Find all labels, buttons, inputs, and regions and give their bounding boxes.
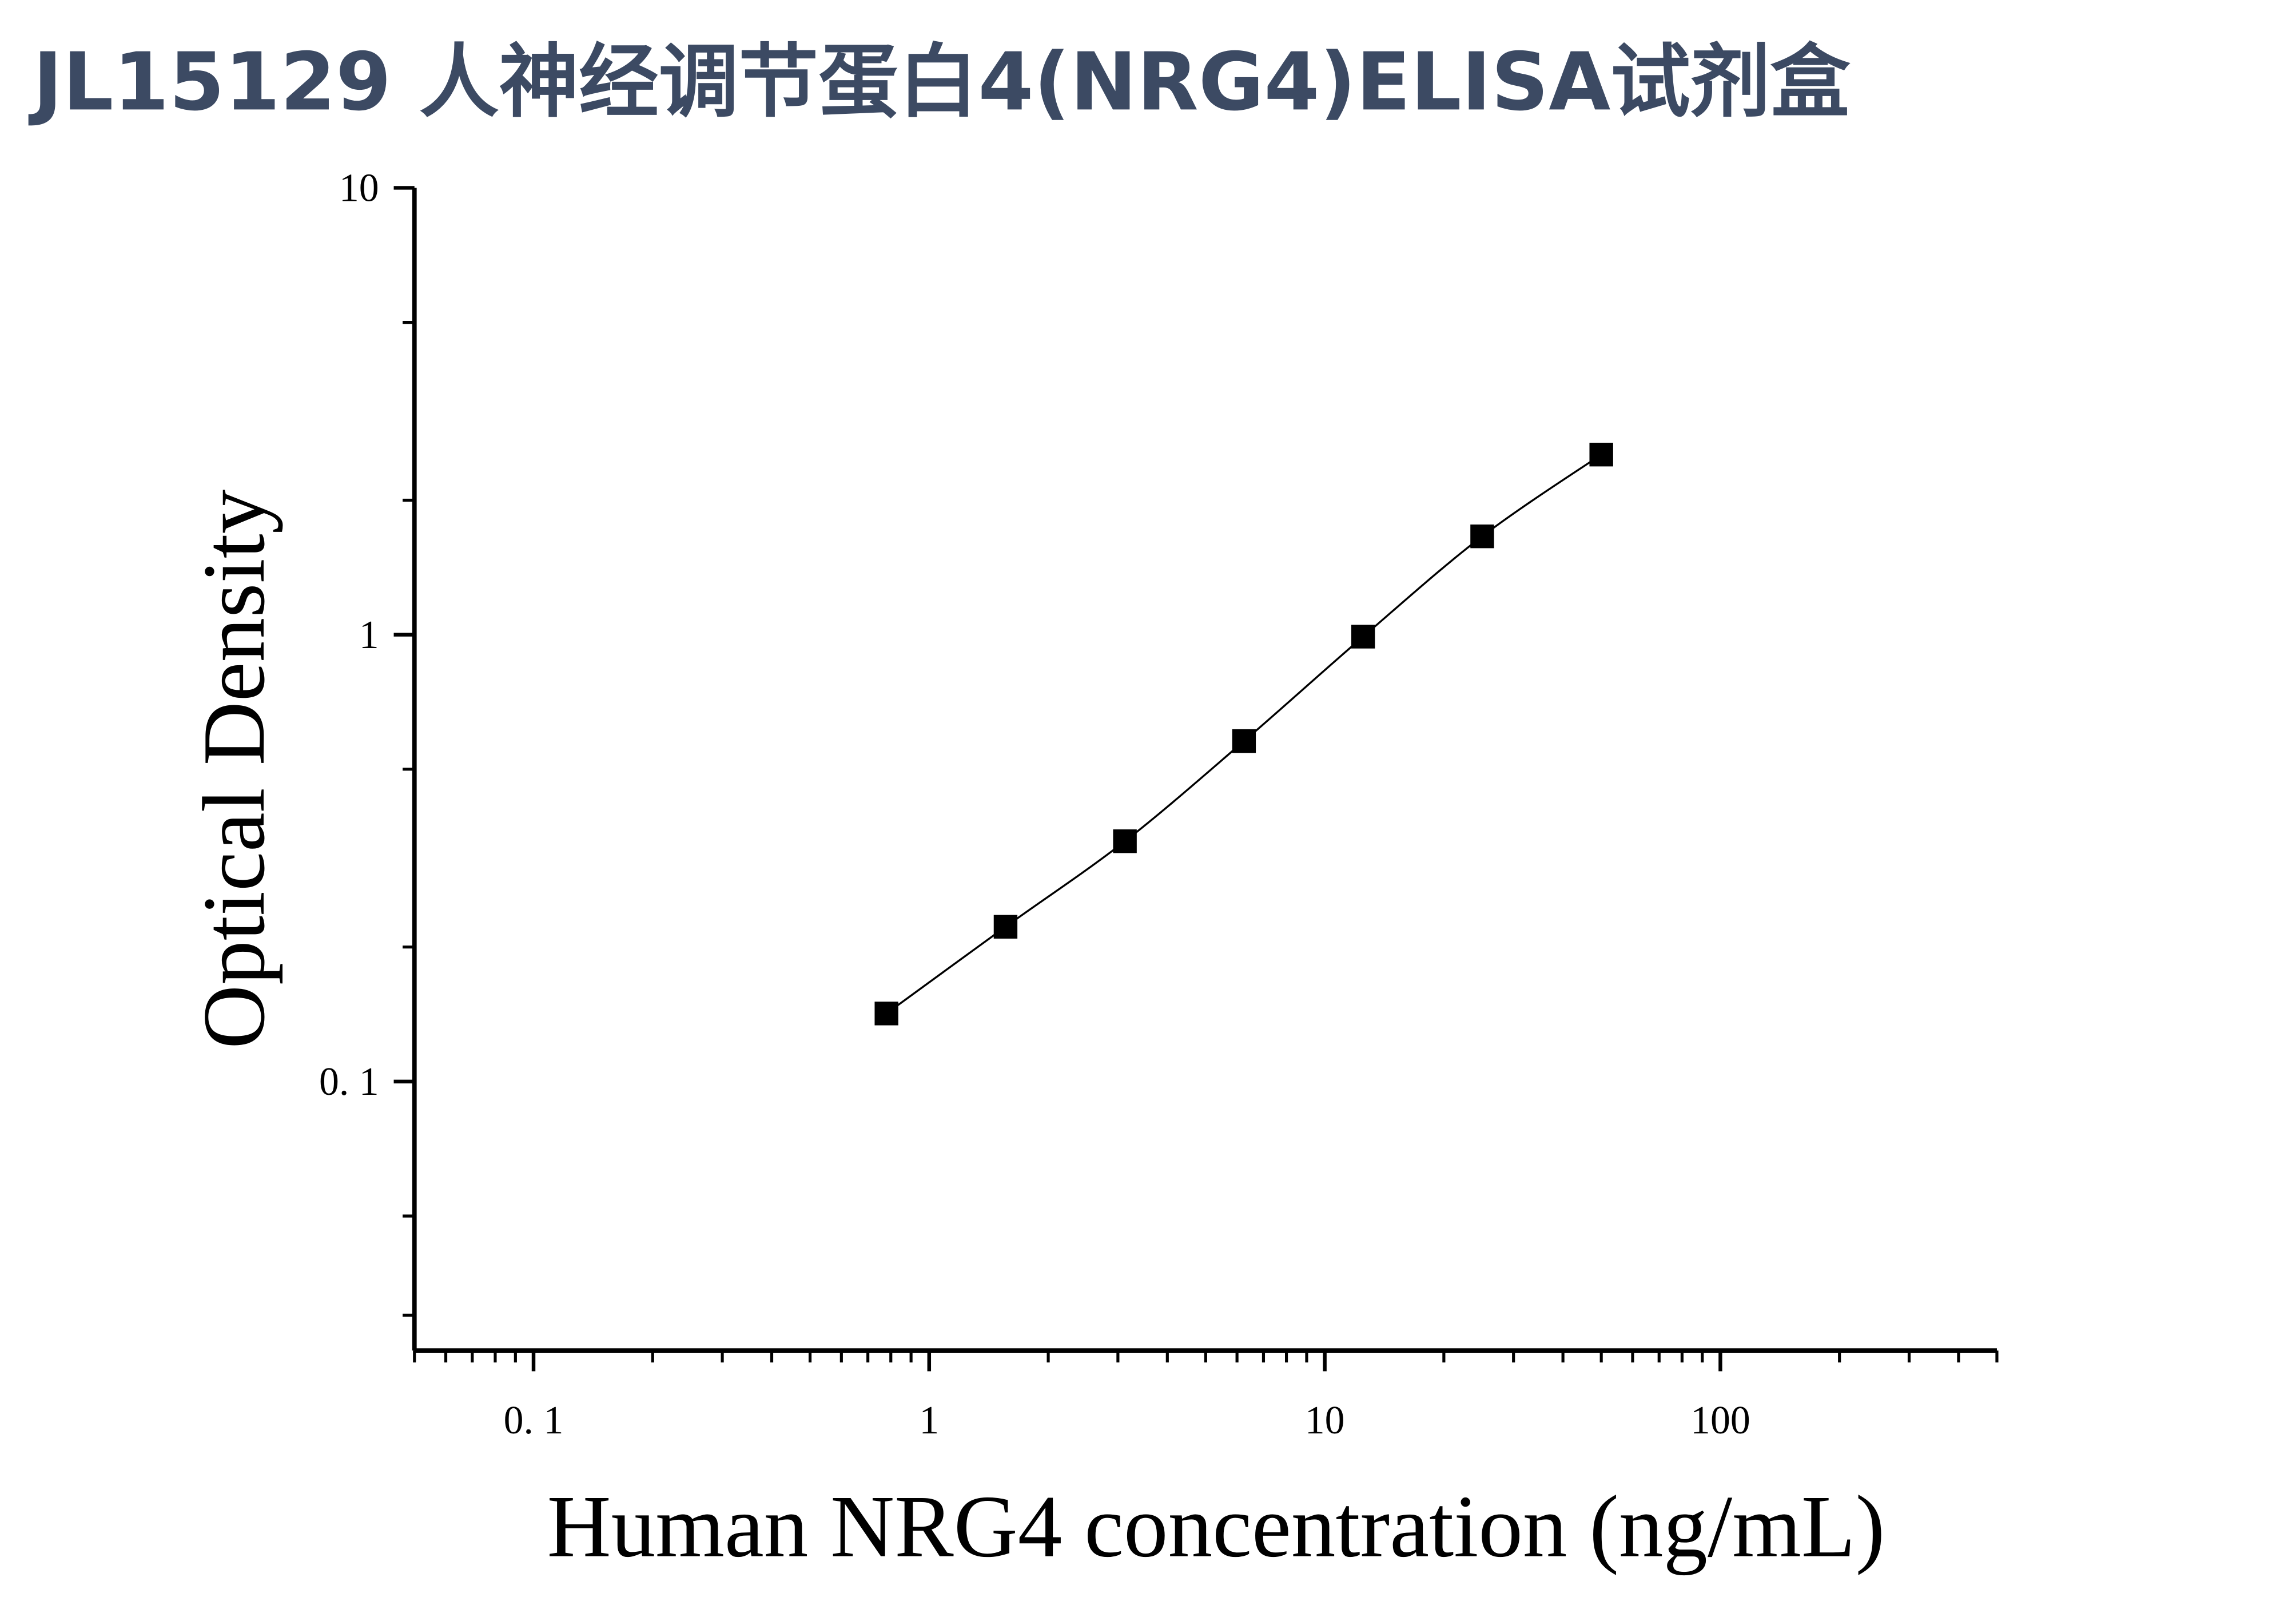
x-tick-label: 10 — [1305, 1399, 1345, 1443]
x-tick-label: 100 — [1690, 1399, 1750, 1443]
x-tick-label: 1 — [919, 1399, 939, 1443]
data-point — [1589, 443, 1613, 467]
x-axis-label: Human NRG4 concentration (ng/mL) — [547, 1477, 1885, 1576]
y-axis-label: Optical Density — [185, 490, 283, 1049]
y-tick-label: 0. 1 — [319, 1060, 379, 1104]
data-point — [1470, 525, 1494, 549]
data-point — [1351, 625, 1375, 649]
chart-title: JL15129 人神经调节蛋白4(NRG4)ELISA试剂盒 — [29, 35, 1851, 128]
data-point — [1113, 829, 1137, 853]
y-tick-label: 10 — [339, 166, 379, 210]
x-tick-label: 0. 1 — [504, 1399, 564, 1443]
data-point — [1232, 729, 1256, 753]
data-point — [993, 915, 1018, 939]
data-point — [874, 1002, 898, 1026]
y-tick-label: 1 — [359, 613, 379, 657]
